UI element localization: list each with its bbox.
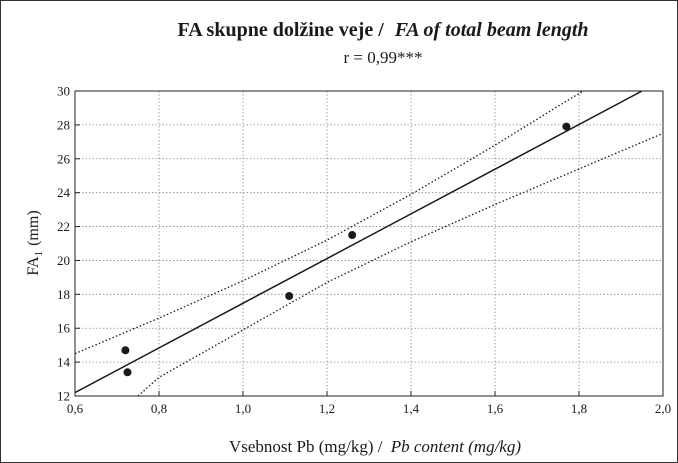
y-label-main: FA [25,256,42,276]
x-tick-label: 1,0 [235,401,251,416]
y-tick-label: 24 [57,185,71,200]
x-tick-label: 2,0 [655,401,671,416]
x-axis-label: Vsebnost Pb (mg/kg) / Pb content (mg/kg) [229,437,521,456]
x-tick-label: 1,8 [571,401,587,416]
y-tick-label: 28 [57,117,70,132]
y-label-unit: (mm) [25,210,42,246]
y-tick-label: 22 [57,219,70,234]
grid: 12 14 16 18 20 22 24 26 28 30 0,6 0,8 1,0 1,2 1,4 1,6 1,… [57,84,671,417]
x-tick-label: 0,6 [67,401,84,416]
x-tick-label: 1,6 [487,401,504,416]
subtitle: r = 0,99*** [344,48,423,67]
data-point [123,368,132,377]
y-tick-label: 30 [57,84,70,99]
y-tick-label: 12 [57,389,70,404]
y-tick-label: 26 [57,151,71,166]
x-label-main: Vsebnost Pb (mg/kg) / [229,437,387,456]
x-label-italic: Pb content (mg/kg) [390,437,522,456]
data-point [121,346,130,355]
data-point [348,231,357,240]
x-tick-label: 1,4 [403,401,420,416]
title-italic: FA of total beam length [394,19,589,41]
plot-border [74,90,664,397]
y-label-sub: 1 [33,251,45,257]
chart-title: FA skupne dolžine veje / FA of total bea… [177,19,588,41]
confidence-band [137,132,663,396]
x-tick-label: 0,8 [151,401,167,416]
x-tick-label: 1,2 [319,401,335,416]
plot [75,91,663,396]
title-main: FA skupne dolžine veje / [177,19,388,41]
y-tick-label: 14 [57,355,71,370]
data-point [285,292,294,301]
y-tick-label: 16 [57,321,71,336]
y-tick-label: 18 [57,287,70,302]
regression-line [75,91,643,394]
y-axis-label: FA1 (mm) [25,210,45,275]
y-tick-label: 20 [57,253,70,268]
data-point [562,122,571,131]
